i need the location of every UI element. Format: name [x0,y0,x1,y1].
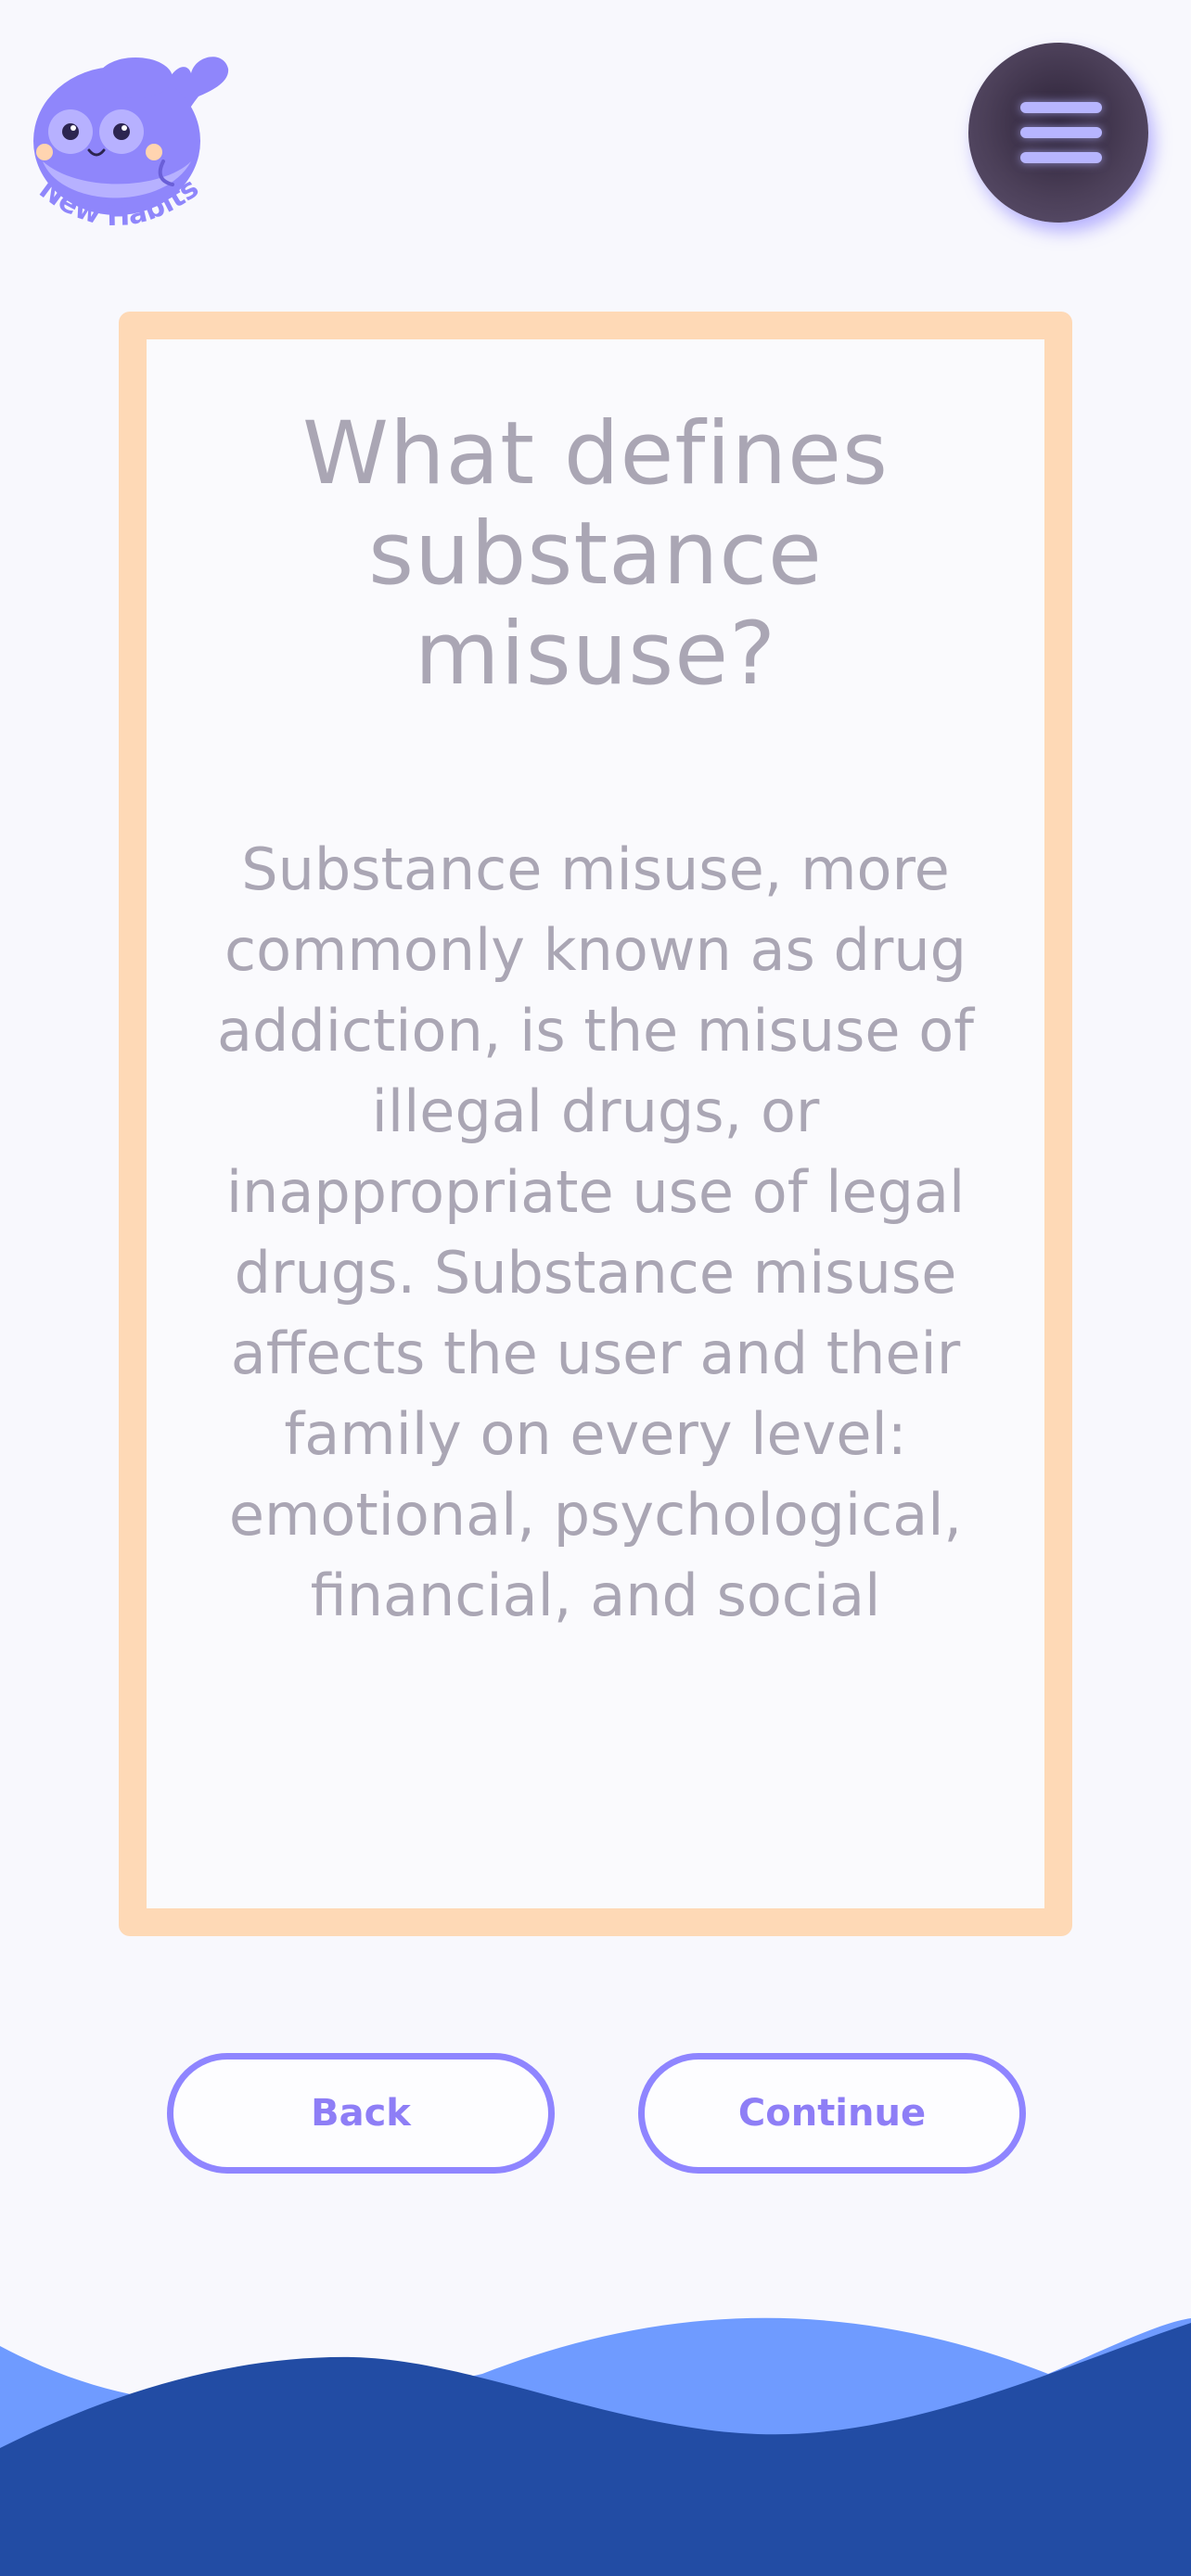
card-title: What defines substance misuse? [302,403,889,705]
hamburger-menu-icon-bar [1020,152,1102,163]
back-button[interactable]: Back [167,2053,555,2174]
whale-mascot-icon: New Habits [33,57,229,233]
hamburger-menu-icon [1020,102,1102,113]
hamburger-menu-icon-bar [1020,127,1102,138]
wave-dark [0,2323,1191,2576]
menu-button[interactable] [968,43,1148,223]
continue-button[interactable]: Continue [638,2053,1026,2174]
card-body-text: Substance misuse, more commonly known as… [216,835,975,1629]
wave-footer [0,2290,1191,2576]
new-habits-logo: New Habits [24,32,239,245]
info-card: What defines substance misuse? Substance… [119,312,1072,1936]
